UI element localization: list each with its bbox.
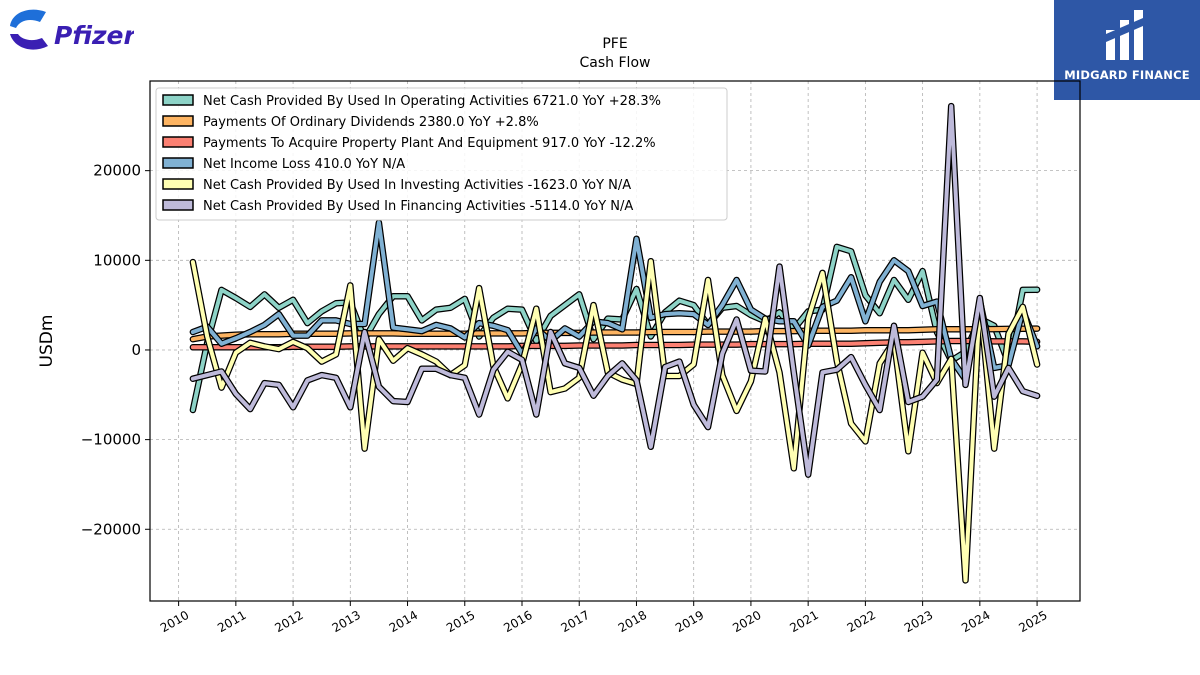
series-line (190, 104, 1040, 477)
legend-swatch (162, 94, 194, 106)
pfizer-logo: Pfizer (4, 4, 138, 56)
y-tick-label: 0 (131, 341, 141, 359)
series-5 (189, 102, 1041, 478)
x-tick-label: 2019 (673, 608, 706, 635)
x-tick-label: 2013 (330, 608, 363, 635)
x-tick-label: 2025 (1016, 608, 1049, 635)
series-0 (189, 243, 1041, 414)
x-axis-ticks: 2010 2011 2012 2013 2014 2015 2016 2017 2018 2019… (158, 601, 1050, 635)
legend-entry: Net Cash Provided By Used In Financing A… (203, 199, 633, 214)
midgard-finance-logo: MIDGARD FINANCE (1054, 0, 1200, 100)
y-axis-label: USDm (37, 315, 57, 368)
plot-frame (149, 80, 1081, 602)
y-axis-ticks: −20000 −10000 0 10000 20000 (81, 162, 150, 538)
y-tick-label: 20000 (93, 162, 141, 180)
y-tick-label: −10000 (81, 431, 141, 449)
legend-entry: Payments To Acquire Property Plant And E… (203, 136, 656, 151)
legend-swatch (162, 115, 194, 127)
legend-entry: Payments Of Ordinary Dividends 2380.0 Yo… (203, 115, 539, 130)
x-tick-label: 2018 (616, 608, 649, 635)
series-line (190, 244, 1040, 412)
x-tick-label: 2012 (272, 608, 305, 635)
midgard-logo-text: MIDGARD FINANCE (1064, 68, 1190, 82)
midgard-logo-mark (1106, 10, 1143, 60)
legend: Net Cash Provided By Used In Operating A… (155, 87, 728, 221)
x-tick-label: 2014 (387, 608, 420, 635)
x-tick-label: 2020 (730, 608, 763, 635)
legend-swatch (162, 199, 194, 211)
pfizer-logo-mark: Pfizer (10, 9, 138, 50)
legend-swatch (162, 178, 194, 190)
legend-swatch (162, 136, 194, 148)
series-3 (189, 219, 1041, 383)
x-tick-label: 2011 (215, 608, 248, 635)
chart-subtitle: Cash Flow (580, 55, 651, 71)
x-tick-label: 2022 (845, 608, 878, 635)
legend-swatch (162, 157, 194, 169)
series-4 (189, 257, 1041, 584)
legend-entry: Net Cash Provided By Used In Operating A… (203, 94, 661, 109)
series-lines (189, 102, 1041, 584)
series-line (190, 259, 1040, 583)
x-tick-label: 2015 (444, 608, 477, 635)
chart-title: PFE (602, 36, 627, 52)
pfizer-logo-text: Pfizer (54, 21, 134, 50)
series-line (190, 220, 1040, 382)
legend-entry: Net Cash Provided By Used In Investing A… (203, 178, 631, 193)
y-tick-label: 10000 (93, 251, 141, 269)
x-tick-label: 2017 (559, 608, 592, 635)
x-tick-label: 2024 (959, 608, 992, 635)
series-2 (189, 337, 1041, 351)
series-1 (189, 325, 1041, 343)
x-tick-label: 2016 (501, 608, 534, 635)
x-tick-label: 2021 (787, 608, 820, 635)
y-tick-label: −20000 (81, 520, 141, 538)
x-tick-label: 2023 (902, 608, 935, 635)
legend-box (155, 87, 728, 221)
legend-entry: Net Income Loss 410.0 YoY N/A (203, 157, 405, 172)
x-tick-label: 2010 (158, 608, 191, 635)
